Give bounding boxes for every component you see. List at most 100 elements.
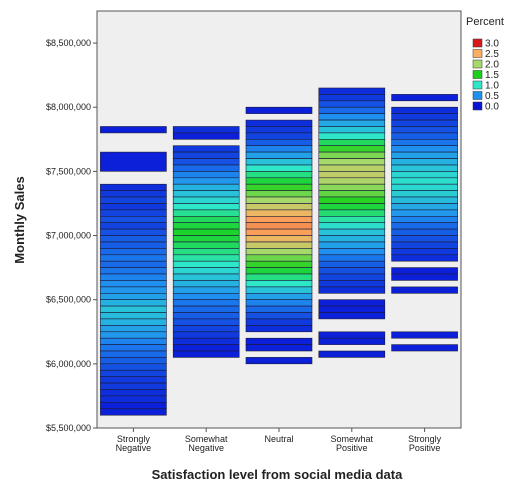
heatmap-cell	[318, 267, 386, 275]
heatmap-cell	[100, 389, 167, 397]
heatmap-cell	[100, 280, 167, 288]
heatmap-cell	[318, 171, 386, 179]
heatmap-cell	[245, 337, 313, 345]
heatmap-cell	[391, 241, 458, 249]
heatmap-cell	[100, 203, 167, 211]
heatmap-cell	[391, 228, 458, 236]
heatmap-cell	[245, 299, 313, 307]
heatmap-cell	[245, 177, 313, 185]
heatmap-cell	[391, 171, 458, 179]
heatmap-cell	[318, 248, 386, 256]
heatmap-cells	[100, 87, 458, 416]
heatmap-cell	[318, 151, 386, 159]
heatmap-cell	[318, 222, 386, 230]
x-tick-label: Somewhat Negative	[185, 434, 228, 453]
heatmap-cell	[318, 305, 386, 313]
heatmap-cell	[318, 254, 386, 262]
heatmap-cell	[391, 139, 458, 147]
heatmap-cell	[318, 132, 386, 140]
legend-label: 0.0	[485, 102, 499, 113]
legend-swatch	[472, 91, 483, 100]
heatmap-cell	[100, 299, 167, 307]
heatmap-cell	[391, 151, 458, 159]
heatmap-cell	[245, 222, 313, 230]
heatmap-cell	[172, 171, 240, 179]
heatmap-cell	[318, 331, 386, 339]
heatmap-cell	[100, 260, 167, 268]
y-tick-label: $6,000,000	[46, 359, 91, 369]
heatmap-cell	[391, 248, 458, 256]
heatmap-cell	[318, 280, 386, 288]
heatmap-cell	[318, 235, 386, 243]
x-tick-label: Strongly Negative	[116, 434, 152, 453]
heatmap-cell	[172, 280, 240, 288]
heatmap-cell	[318, 94, 386, 102]
heatmap-cell	[318, 241, 386, 249]
heatmap-cell	[100, 235, 167, 243]
heatmap-cell	[245, 203, 313, 211]
heatmap-cell	[318, 209, 386, 217]
heatmap-cell	[172, 350, 240, 358]
heatmap-cell	[100, 292, 167, 300]
legend-label: 0.5	[485, 91, 499, 102]
heatmap-cell	[172, 151, 240, 159]
heatmap-cell	[100, 363, 167, 371]
legend-label: 3.0	[485, 39, 499, 50]
heatmap-cell	[172, 235, 240, 243]
heatmap-cell	[318, 100, 386, 108]
heatmap-cell	[172, 241, 240, 249]
heatmap-cell	[391, 273, 458, 281]
heatmap-cell	[245, 132, 313, 140]
heatmap-cell	[391, 235, 458, 243]
heatmap-cell	[391, 132, 458, 140]
heatmap-cell	[391, 190, 458, 198]
heatmap-cell	[391, 145, 458, 153]
heatmap-cell	[245, 318, 313, 326]
y-tick-label: $8,500,000	[46, 38, 91, 48]
heatmap-cell	[391, 344, 458, 352]
heatmap-cell	[391, 222, 458, 230]
y-tick-label: $7,000,000	[46, 231, 91, 241]
heatmap-cell	[100, 382, 167, 390]
legend-label: 1.0	[485, 81, 499, 92]
legend-swatch	[472, 101, 483, 111]
heatmap-cell	[245, 292, 313, 300]
heatmap-cell	[245, 158, 313, 166]
heatmap-cell	[245, 106, 313, 114]
heatmap-cell	[172, 286, 240, 294]
heatmap-cell	[245, 241, 313, 249]
heatmap-cell	[391, 331, 458, 339]
heatmap-cell	[172, 164, 240, 172]
heatmap-cell	[172, 325, 240, 333]
heatmap-cell	[318, 106, 386, 114]
heatmap-cell	[391, 94, 458, 102]
heatmap-cell	[318, 164, 386, 172]
heatmap-cell	[318, 119, 386, 127]
heatmap-cell	[245, 305, 313, 313]
heatmap-cell	[172, 196, 240, 204]
legend-swatch	[472, 70, 483, 79]
heatmap-cell	[318, 177, 386, 185]
heatmap-cell	[100, 318, 167, 326]
heatmap-cell	[100, 209, 167, 217]
heatmap-cell	[318, 299, 386, 307]
heatmap-cell	[100, 216, 167, 224]
x-tick-label: Neutral	[264, 434, 293, 444]
heatmap-cell	[100, 401, 167, 409]
heatmap-cell	[172, 126, 240, 134]
heatmap-cell	[172, 292, 240, 300]
x-tick-label: Strongly Positive	[408, 434, 442, 453]
heatmap-cell	[172, 318, 240, 326]
legend-label: 2.5	[485, 49, 499, 60]
heatmap-cell	[245, 286, 313, 294]
heatmap-cell	[245, 190, 313, 198]
heatmap-cell	[172, 312, 240, 320]
heatmap-cell	[172, 145, 240, 153]
heatmap-cell	[172, 344, 240, 352]
heatmap-cell	[318, 113, 386, 121]
heatmap-cell	[172, 216, 240, 224]
heatmap-cell	[245, 260, 313, 268]
heatmap-cell	[245, 228, 313, 236]
legend-label: 2.0	[485, 60, 499, 71]
